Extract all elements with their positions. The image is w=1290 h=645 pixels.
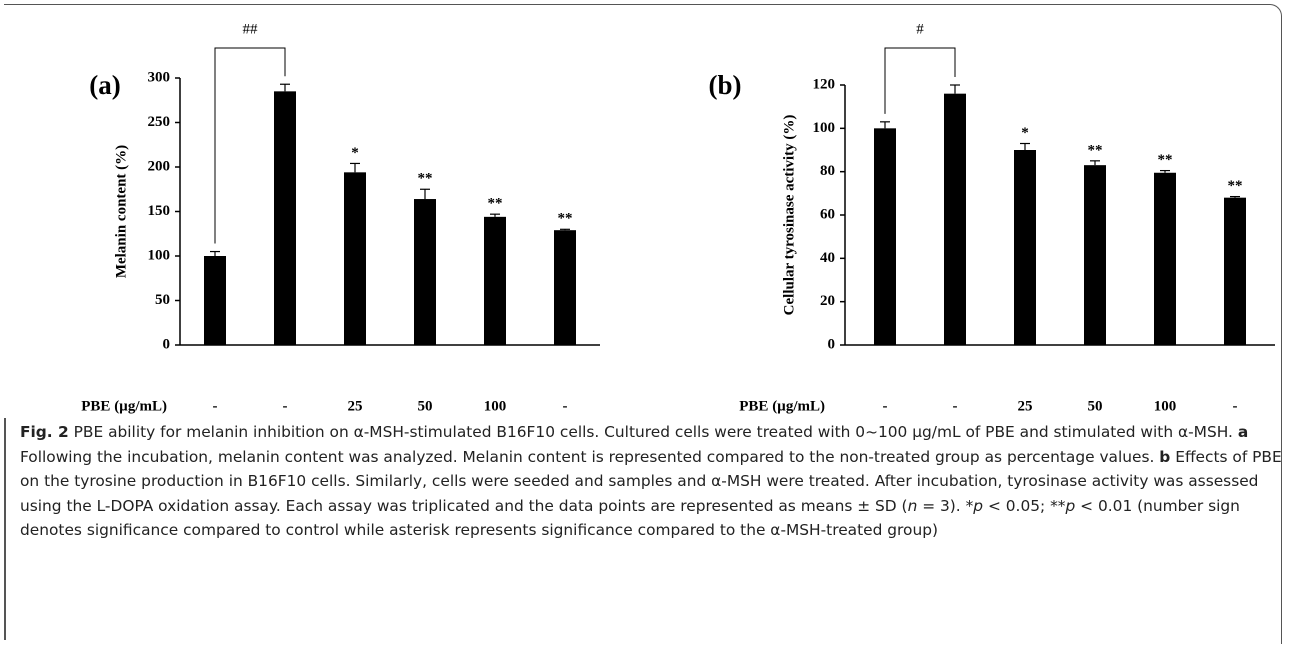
bar [484, 216, 506, 345]
treatment-label: PBE (µg/mL) [739, 398, 825, 414]
bracket-label: ## [243, 21, 259, 37]
y-tick-label: 120 [813, 76, 836, 92]
y-tick-label: 100 [148, 247, 171, 263]
caption-text: Fig. 2 [20, 423, 69, 441]
y-tick-label: 50 [155, 292, 170, 308]
treatment-value: 50 [1088, 398, 1103, 414]
caption-text: Following the incubation, melanin conten… [20, 447, 1160, 466]
y-tick-label: 200 [148, 158, 171, 174]
caption-text: Effects of PBE on the tyrosine productio… [20, 447, 1282, 515]
y-tick-label: 300 [148, 69, 171, 85]
treatment-value: - [283, 398, 288, 414]
significance-mark: ** [418, 171, 433, 187]
bar [1014, 150, 1036, 345]
treatment-value: - [953, 398, 958, 414]
bar [944, 93, 966, 346]
significance-mark: ** [558, 211, 573, 227]
bar [1154, 172, 1176, 345]
caption-text: p [973, 496, 984, 515]
bar [874, 128, 896, 345]
panel-label: (b) [709, 70, 742, 100]
caption-text: a [1237, 423, 1249, 441]
bar [554, 230, 576, 345]
caption-text: < 0.01 (number sign denotes significance… [20, 496, 1240, 540]
figure-frame [4, 4, 1282, 644]
significance-mark: ** [488, 196, 503, 212]
significance-mark: * [351, 145, 359, 161]
treatment-value: 25 [348, 398, 363, 414]
figure: (a)Melanin content (%)050100150200250300… [81, 21, 1275, 414]
y-axis-title: Melanin content (%) [113, 145, 129, 278]
y-tick-label: 20 [820, 293, 835, 309]
significance-bracket [884, 47, 956, 114]
caption: Fig. 2 PBE ability for melanin inhibitio… [20, 420, 1282, 543]
significance-mark: * [1021, 125, 1029, 141]
y-axis-title: Cellular tyrosinase activity (%) [781, 115, 797, 316]
significance-mark: ** [1088, 142, 1103, 158]
bar [1084, 165, 1106, 345]
bar [204, 256, 226, 345]
significance-bracket [214, 47, 286, 244]
y-tick-label: 0 [828, 336, 836, 352]
bar [1224, 197, 1246, 345]
y-tick-label: 0 [163, 336, 171, 352]
panel-label: (a) [89, 70, 120, 100]
caption-text: PBE ability for melanin inhibition on α-… [68, 423, 1238, 441]
bar [414, 199, 436, 345]
treatment-value: 50 [418, 398, 433, 414]
y-tick-label: 150 [148, 203, 171, 219]
caption-text: < 0.05; ** [983, 496, 1066, 515]
treatment-value: 100 [1154, 398, 1177, 414]
caption-text: p [1065, 496, 1076, 515]
treatment-label: PBE (µg/mL) [81, 398, 167, 414]
treatment-value: - [1233, 398, 1238, 414]
caption-text: = 3). * [917, 496, 974, 515]
bar [274, 91, 296, 345]
y-tick-label: 60 [820, 206, 835, 222]
significance-mark: ** [1228, 178, 1243, 194]
treatment-value: - [883, 398, 888, 414]
y-tick-label: 40 [820, 250, 835, 266]
bracket-label: # [916, 21, 924, 37]
significance-mark: ** [1158, 152, 1173, 168]
treatment-value: - [213, 398, 218, 414]
caption-text: n [907, 496, 918, 515]
treatment-value: 25 [1018, 398, 1033, 414]
treatment-value: 100 [484, 398, 507, 414]
bar [344, 172, 366, 345]
y-tick-label: 100 [813, 120, 836, 136]
caption-bar [4, 418, 6, 640]
y-tick-label: 80 [820, 163, 835, 179]
treatment-value: - [563, 398, 568, 414]
y-tick-label: 250 [148, 114, 171, 130]
caption-text: b [1159, 447, 1171, 466]
